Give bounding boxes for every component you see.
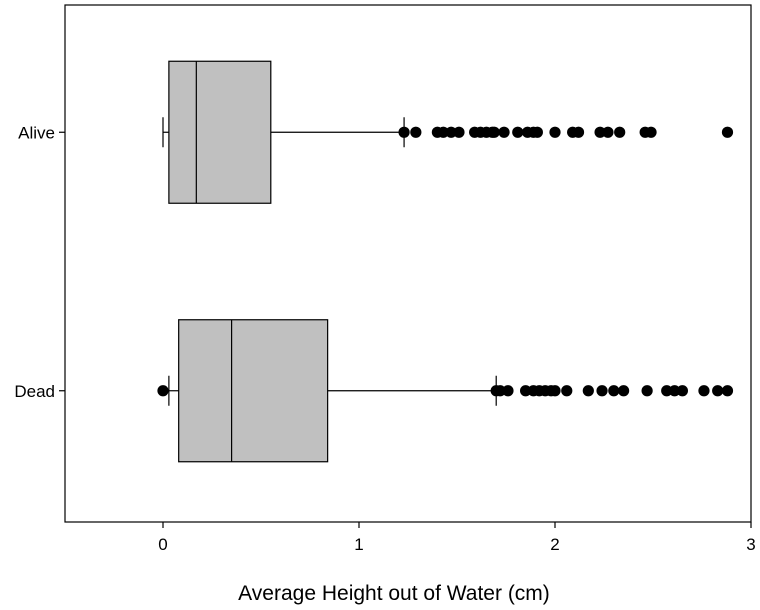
x-axis-title: Average Height out of Water (cm) [238,582,550,605]
outlier-point-dead [502,385,514,397]
x-tick-label: 2 [550,535,559,554]
outlier-point-alive [572,126,585,138]
x-tick-label: 1 [354,535,363,554]
outlier-point-alive [398,126,410,138]
outlier-point-alive [721,126,734,138]
x-tick-label: 3 [746,535,755,554]
box-group-dead [157,319,734,463]
outlier-point-dead [668,385,681,397]
x-axis: 0 1 2 3 [158,522,756,554]
chart-marks [157,60,734,463]
outlier-point-dead [582,385,594,397]
x-tick-label: 0 [158,535,167,554]
outlier-point-dead [494,385,506,397]
outlier-point-alive [594,126,606,138]
outlier-point-dead [661,385,673,397]
outlier-point-alive [498,126,510,138]
outlier-point-dead [596,385,608,397]
outlier-point-alive [531,126,543,138]
outlier-point-alive [453,126,465,138]
box-alive [168,60,272,204]
outlier-point-dead [641,385,653,397]
outlier-point-alive [437,126,449,138]
y-category-label: Alive [18,123,55,142]
outlier-point-alive [602,126,614,138]
outlier-point-alive [645,126,657,138]
outlier-point-dead [721,385,734,397]
outlier-point-dead [712,385,724,397]
outlier-point-dead [561,385,573,397]
outlier-point-dead [676,385,689,397]
box-group-alive [162,60,734,204]
plot-frame [64,4,752,523]
outlier-point-dead [608,385,620,397]
outlier-point-dead [698,385,710,397]
outlier-point-alive [410,126,422,138]
outlier-point-alive [614,126,626,138]
outlier-point-alive [445,126,457,138]
box-dead [178,319,329,463]
outlier-point-alive [488,126,500,138]
y-axis: Alive Dead [14,123,65,401]
y-category-label: Dead [14,382,55,401]
outlier-point-dead [549,385,561,397]
outlier-point-dead [157,385,169,397]
outlier-point-dead [520,385,532,397]
outlier-point-alive [549,126,561,138]
outlier-point-dead [618,385,630,397]
outlier-point-alive [512,126,524,138]
